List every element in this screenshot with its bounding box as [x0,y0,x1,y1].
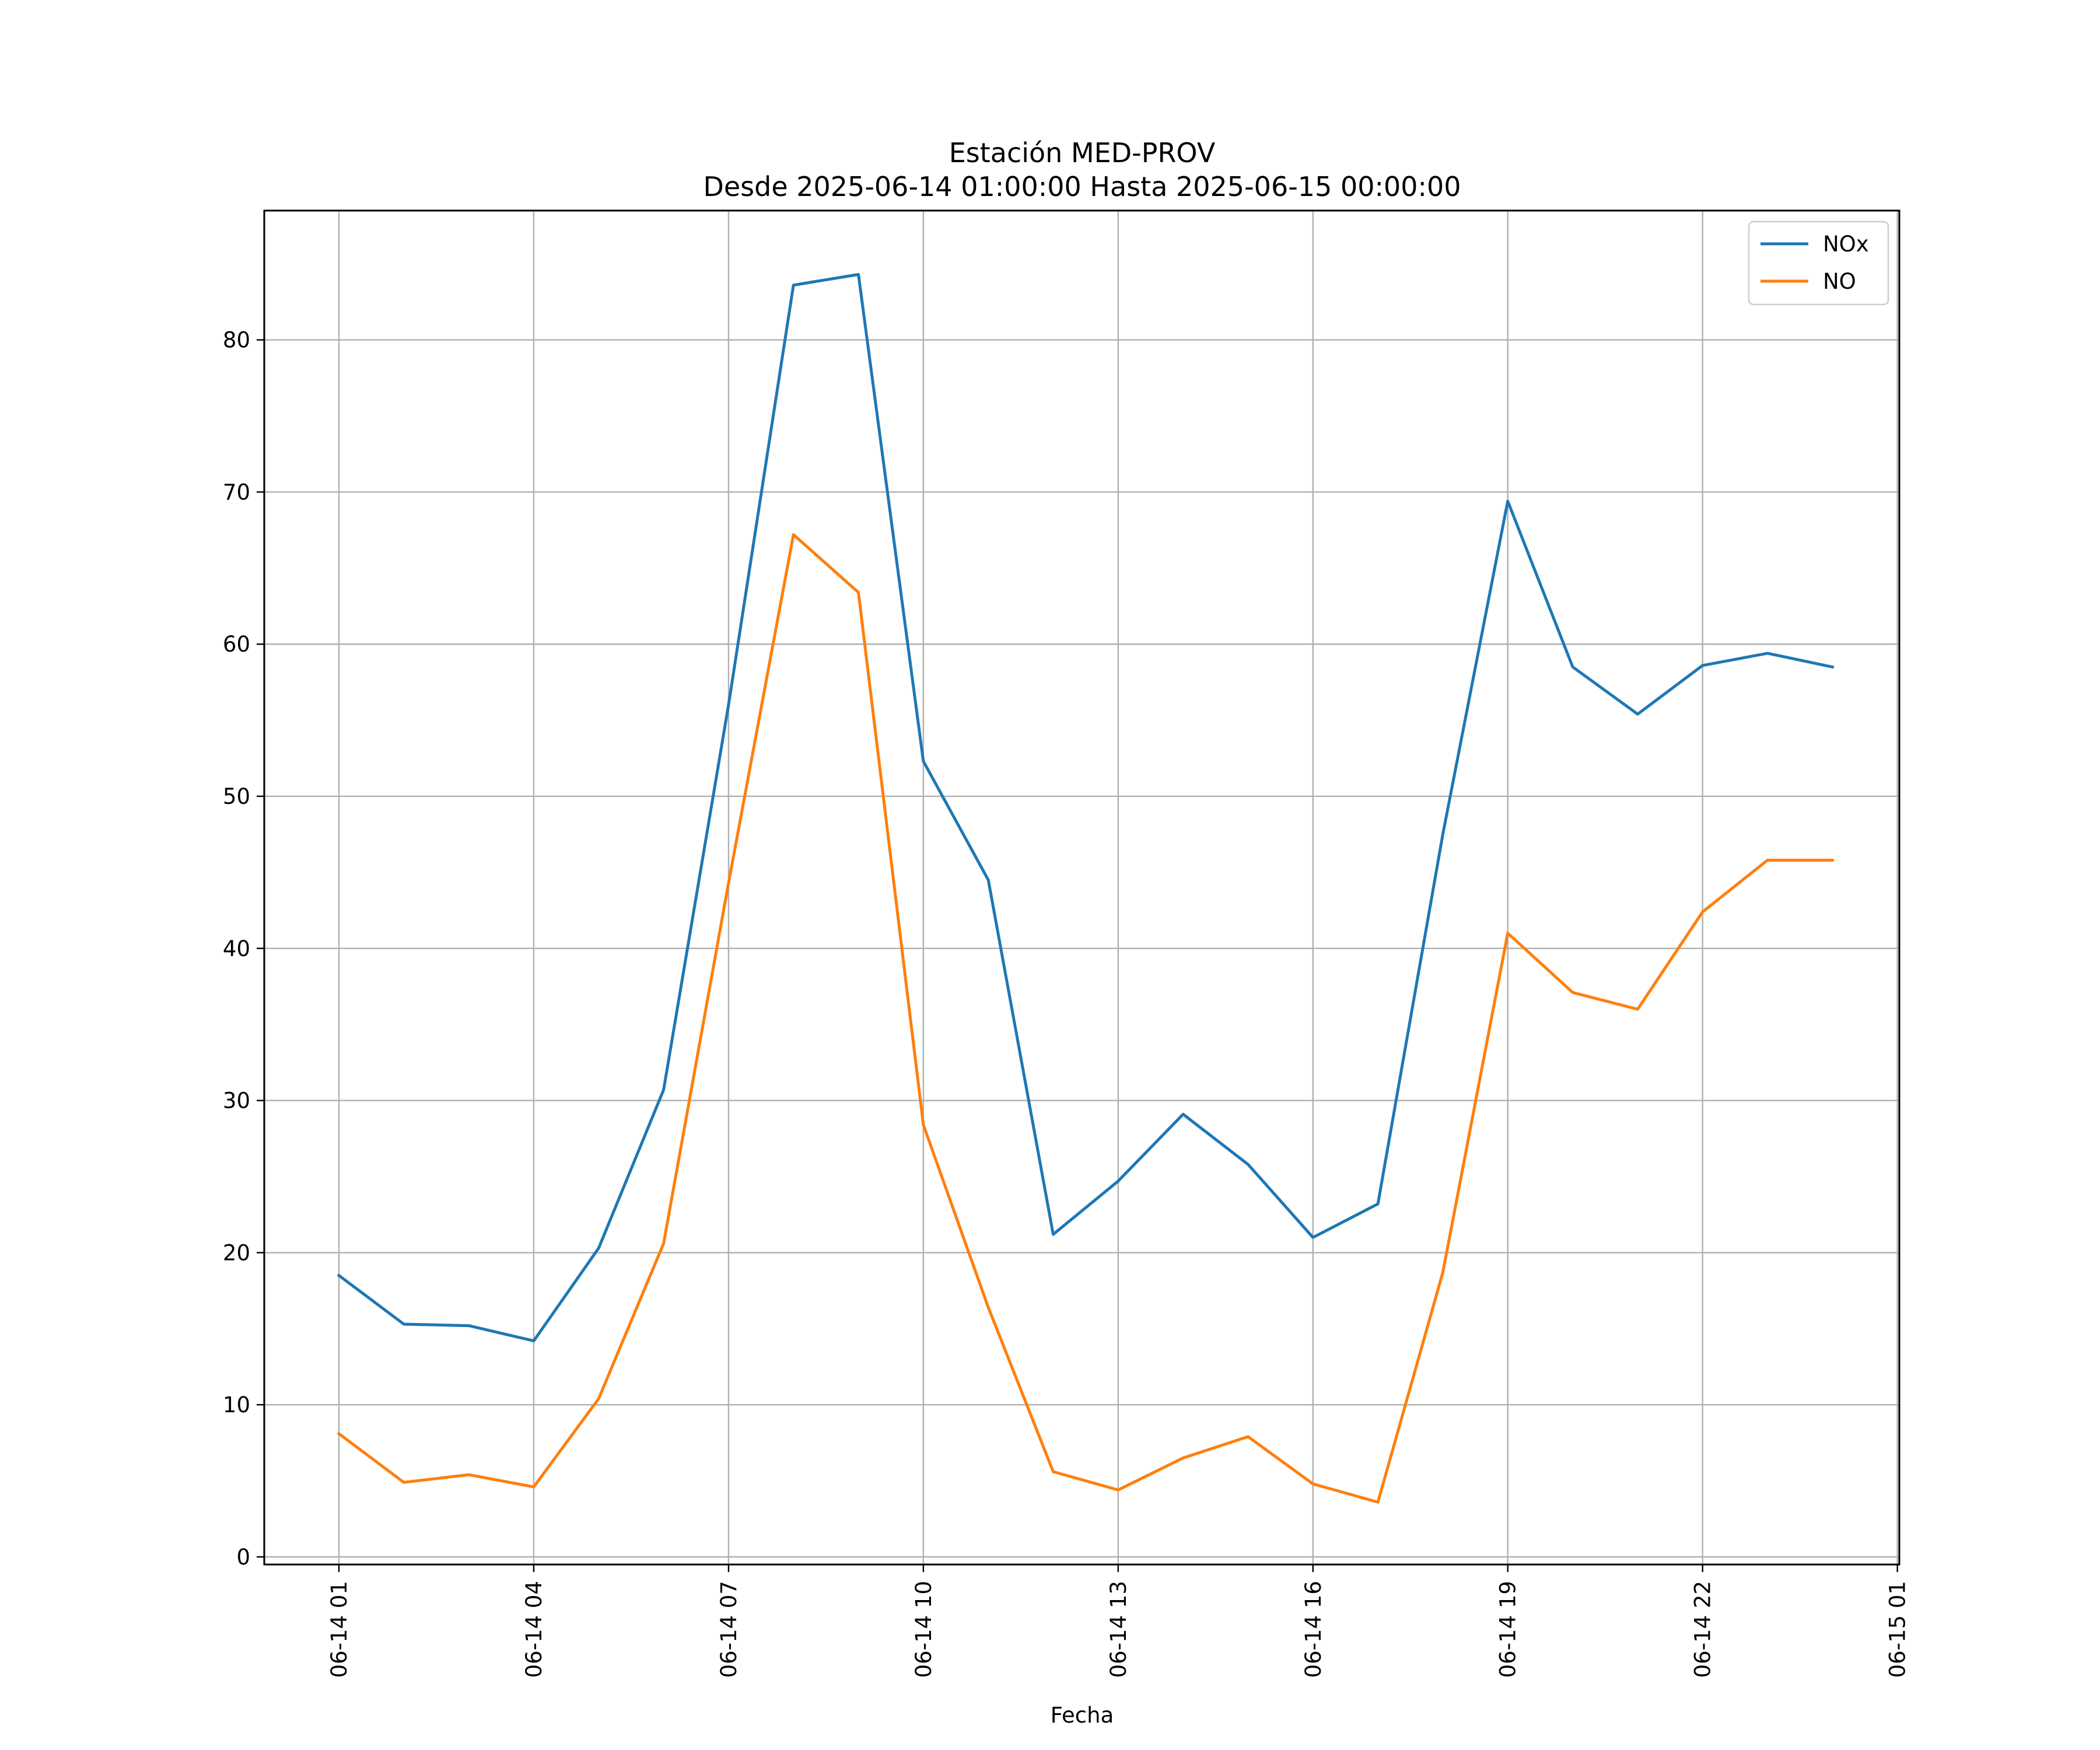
legend-label: NOx [1823,232,1869,257]
y-tick-label: 50 [223,784,250,809]
y-tick-label: 70 [223,480,250,505]
x-tick-label: 06-15 01 [1885,1581,1910,1678]
x-tick-label: 06-14 01 [327,1581,352,1678]
x-axis-label: Fecha [1051,1703,1114,1728]
chart: Estación MED-PROV Desde 2025-06-14 01:00… [0,0,2100,1750]
chart-title: Estación MED-PROV [949,137,1216,169]
y-tick-label: 40 [223,936,250,961]
chart-subtitle: Desde 2025-06-14 01:00:00 Hasta 2025-06-… [703,171,1461,202]
y-tick-label: 10 [223,1392,250,1418]
legend: NOx NO [1749,222,1888,304]
x-tick-label: 06-14 22 [1690,1581,1716,1678]
y-tick-label: 60 [223,632,250,657]
x-tick-label: 06-14 04 [522,1581,547,1678]
legend-label: NO [1823,269,1856,294]
y-tick-label: 20 [223,1240,250,1265]
x-tick-label: 06-14 13 [1106,1581,1131,1678]
y-tick-label: 0 [236,1545,250,1570]
y-tick-label: 80 [223,328,250,353]
x-tick-label: 06-14 07 [716,1581,741,1678]
x-tick-label: 06-14 19 [1496,1581,1521,1678]
x-tick-label: 06-14 10 [911,1581,936,1678]
y-tick-label: 30 [223,1088,250,1114]
x-tick-label: 06-14 16 [1301,1581,1326,1678]
